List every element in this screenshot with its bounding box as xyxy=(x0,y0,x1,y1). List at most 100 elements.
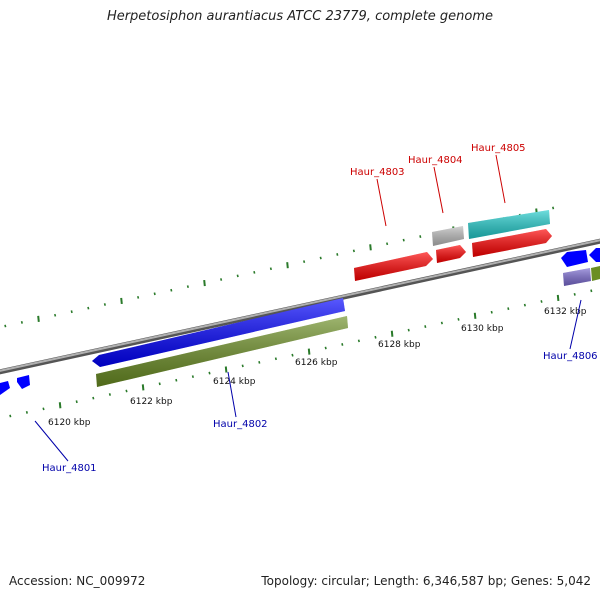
tick-lower-minor xyxy=(92,396,95,400)
tick-lower-minor xyxy=(191,375,194,379)
tick-lower-major xyxy=(473,312,477,319)
gene-label-haur-4805[interactable]: Haur_4805 xyxy=(471,143,526,154)
tick-upper-major xyxy=(37,315,40,322)
gene-label-haur-4801[interactable]: Haur_4801 xyxy=(42,463,97,474)
tick-upper-minor xyxy=(552,206,555,210)
gene-haur-4802-blue[interactable] xyxy=(92,298,345,367)
tick-lower-minor xyxy=(324,346,327,350)
tick-lower-major xyxy=(390,330,394,337)
gene-labels: Haur_4801 Haur_4802 Haur_4803 Haur_4804 … xyxy=(42,143,598,474)
genome-backbone xyxy=(0,238,600,375)
scale-ticks-lower xyxy=(9,289,593,418)
tick-lower-minor xyxy=(208,371,211,375)
tick-lower-minor xyxy=(590,289,593,293)
gene-olive-long[interactable] xyxy=(96,316,348,387)
tick-lower-minor xyxy=(258,360,261,364)
tick-lower-major xyxy=(141,384,145,391)
tick-upper-major xyxy=(369,244,372,251)
tick-lower-minor xyxy=(175,378,178,382)
scale-labels: 6120 kbp 6122 kbp 6124 kbp 6126 kbp 6128… xyxy=(48,307,587,428)
gene-features xyxy=(0,210,600,395)
tick-label-6122: 6122 kbp xyxy=(130,397,173,407)
tick-upper-minor xyxy=(20,321,23,324)
tick-lower-minor xyxy=(407,328,410,332)
gene-label-haur-4804[interactable]: Haur_4804 xyxy=(408,155,463,166)
gene-blue-edge-right[interactable] xyxy=(589,248,600,262)
tick-lower-major xyxy=(307,348,311,355)
gene-haur-4805-cyan[interactable] xyxy=(468,210,550,239)
tick-lower-major xyxy=(224,366,228,373)
gene-haur-4803-red[interactable] xyxy=(354,252,433,281)
gene-olive-right[interactable] xyxy=(591,266,600,281)
tick-upper-minor xyxy=(153,292,156,296)
tick-upper-minor xyxy=(236,274,239,278)
tick-upper-minor xyxy=(186,285,189,289)
accession-text: Accession: NC_009972 xyxy=(9,574,146,588)
gene-blue-edge-left[interactable] xyxy=(0,381,10,395)
tick-upper-minor xyxy=(319,256,322,260)
tick-lower-minor xyxy=(523,303,526,307)
tick-lower-minor xyxy=(374,335,377,339)
tick-lower-minor xyxy=(573,292,576,296)
gene-blue-small-left[interactable] xyxy=(17,375,30,389)
tick-lower-major xyxy=(58,402,62,409)
genome-summary-text: Topology: circular; Length: 6,346,587 bp… xyxy=(261,574,591,588)
tick-upper-major xyxy=(203,279,206,287)
tick-upper-minor xyxy=(137,295,140,299)
tick-upper-minor xyxy=(54,313,57,317)
tick-upper-minor xyxy=(336,253,339,256)
gene-purple-right[interactable] xyxy=(563,268,591,286)
tick-upper-minor xyxy=(419,235,422,238)
tick-lower-minor xyxy=(341,343,344,346)
tick-upper-minor xyxy=(70,310,73,314)
scale-ticks-upper xyxy=(4,206,555,328)
tick-lower-minor xyxy=(108,393,111,396)
tick-lower-minor xyxy=(490,310,493,314)
gene-haur-4804-grey[interactable] xyxy=(432,226,464,246)
gene-haur-4804-red[interactable] xyxy=(436,245,466,263)
tick-label-6128: 6128 kbp xyxy=(378,340,421,350)
tick-upper-minor xyxy=(269,267,272,271)
tick-upper-minor xyxy=(4,324,7,328)
tick-lower-minor xyxy=(158,382,161,386)
tick-lower-minor xyxy=(125,389,128,393)
tick-upper-minor xyxy=(352,249,355,253)
tick-upper-minor xyxy=(170,288,173,292)
tick-upper-minor xyxy=(87,306,90,310)
tick-upper-minor xyxy=(253,270,256,274)
gene-label-haur-4806[interactable]: Haur_4806 xyxy=(543,351,598,362)
tick-lower-major xyxy=(556,294,560,302)
gene-haur-4805-red[interactable] xyxy=(472,229,552,257)
gene-label-haur-4803[interactable]: Haur_4803 xyxy=(350,167,405,178)
tick-upper-minor xyxy=(220,278,223,281)
tick-lower-minor xyxy=(424,325,427,328)
tick-label-6126: 6126 kbp xyxy=(295,358,338,368)
tick-lower-minor xyxy=(507,307,510,311)
tick-lower-minor xyxy=(25,411,28,414)
tick-lower-minor xyxy=(42,407,45,411)
tick-upper-minor xyxy=(303,260,306,264)
tick-upper-major xyxy=(120,297,123,305)
tick-lower-minor xyxy=(9,414,12,418)
tick-label-6132: 6132 kbp xyxy=(544,307,587,317)
tick-lower-minor xyxy=(75,400,78,404)
map-title: Herpetosiphon aurantiacus ATCC 23779, co… xyxy=(106,9,494,24)
gene-label-haur-4802[interactable]: Haur_4802 xyxy=(213,419,268,430)
tick-upper-minor xyxy=(402,238,405,242)
tick-lower-minor xyxy=(291,353,294,357)
tick-lower-minor xyxy=(540,300,543,303)
tick-lower-minor xyxy=(457,318,460,321)
tick-upper-minor xyxy=(386,242,389,246)
tick-lower-minor xyxy=(357,339,360,343)
tick-label-6130: 6130 kbp xyxy=(461,324,504,334)
tick-lower-minor xyxy=(274,357,277,361)
gene-haur-4806-blue[interactable] xyxy=(561,250,588,267)
tick-upper-major xyxy=(286,262,289,269)
tick-upper-minor xyxy=(103,303,106,306)
tick-label-6124: 6124 kbp xyxy=(213,377,256,387)
tick-lower-minor xyxy=(440,321,443,325)
tick-label-6120: 6120 kbp xyxy=(48,418,91,428)
label-leaders xyxy=(34,154,582,462)
